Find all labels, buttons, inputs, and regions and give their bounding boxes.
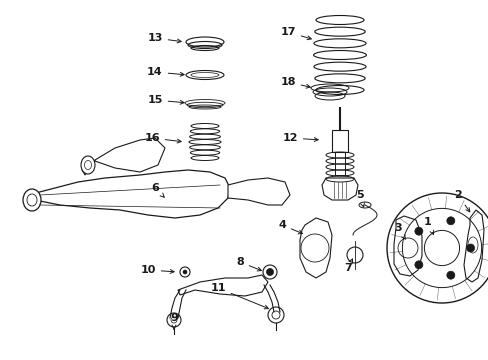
Circle shape	[266, 269, 273, 275]
Text: 9: 9	[170, 313, 178, 329]
Text: 3: 3	[393, 223, 405, 239]
Text: 15: 15	[147, 95, 184, 105]
Ellipse shape	[81, 156, 95, 174]
Text: 16: 16	[144, 133, 181, 143]
Circle shape	[414, 227, 422, 235]
Text: 12: 12	[282, 133, 318, 143]
Circle shape	[263, 265, 276, 279]
Circle shape	[466, 244, 474, 252]
Circle shape	[414, 261, 422, 269]
Text: 6: 6	[151, 183, 164, 197]
Circle shape	[446, 217, 454, 225]
Text: 14: 14	[147, 67, 184, 77]
Ellipse shape	[23, 189, 41, 211]
Text: 18: 18	[280, 77, 309, 88]
Bar	[331, 130, 347, 152]
Text: 10: 10	[140, 265, 174, 275]
Text: 17: 17	[280, 27, 311, 40]
Text: 11: 11	[210, 283, 268, 309]
Polygon shape	[178, 275, 267, 296]
Text: 8: 8	[236, 257, 261, 271]
Text: 2: 2	[453, 190, 469, 212]
Circle shape	[267, 307, 284, 323]
Polygon shape	[28, 170, 229, 218]
Text: 1: 1	[423, 217, 433, 234]
Circle shape	[180, 267, 190, 277]
Circle shape	[183, 270, 186, 274]
Text: 7: 7	[344, 259, 352, 273]
Circle shape	[446, 271, 454, 279]
Polygon shape	[227, 178, 289, 205]
Text: 4: 4	[278, 220, 302, 234]
Text: 13: 13	[147, 33, 181, 43]
Text: 5: 5	[355, 190, 364, 207]
Polygon shape	[82, 138, 164, 175]
